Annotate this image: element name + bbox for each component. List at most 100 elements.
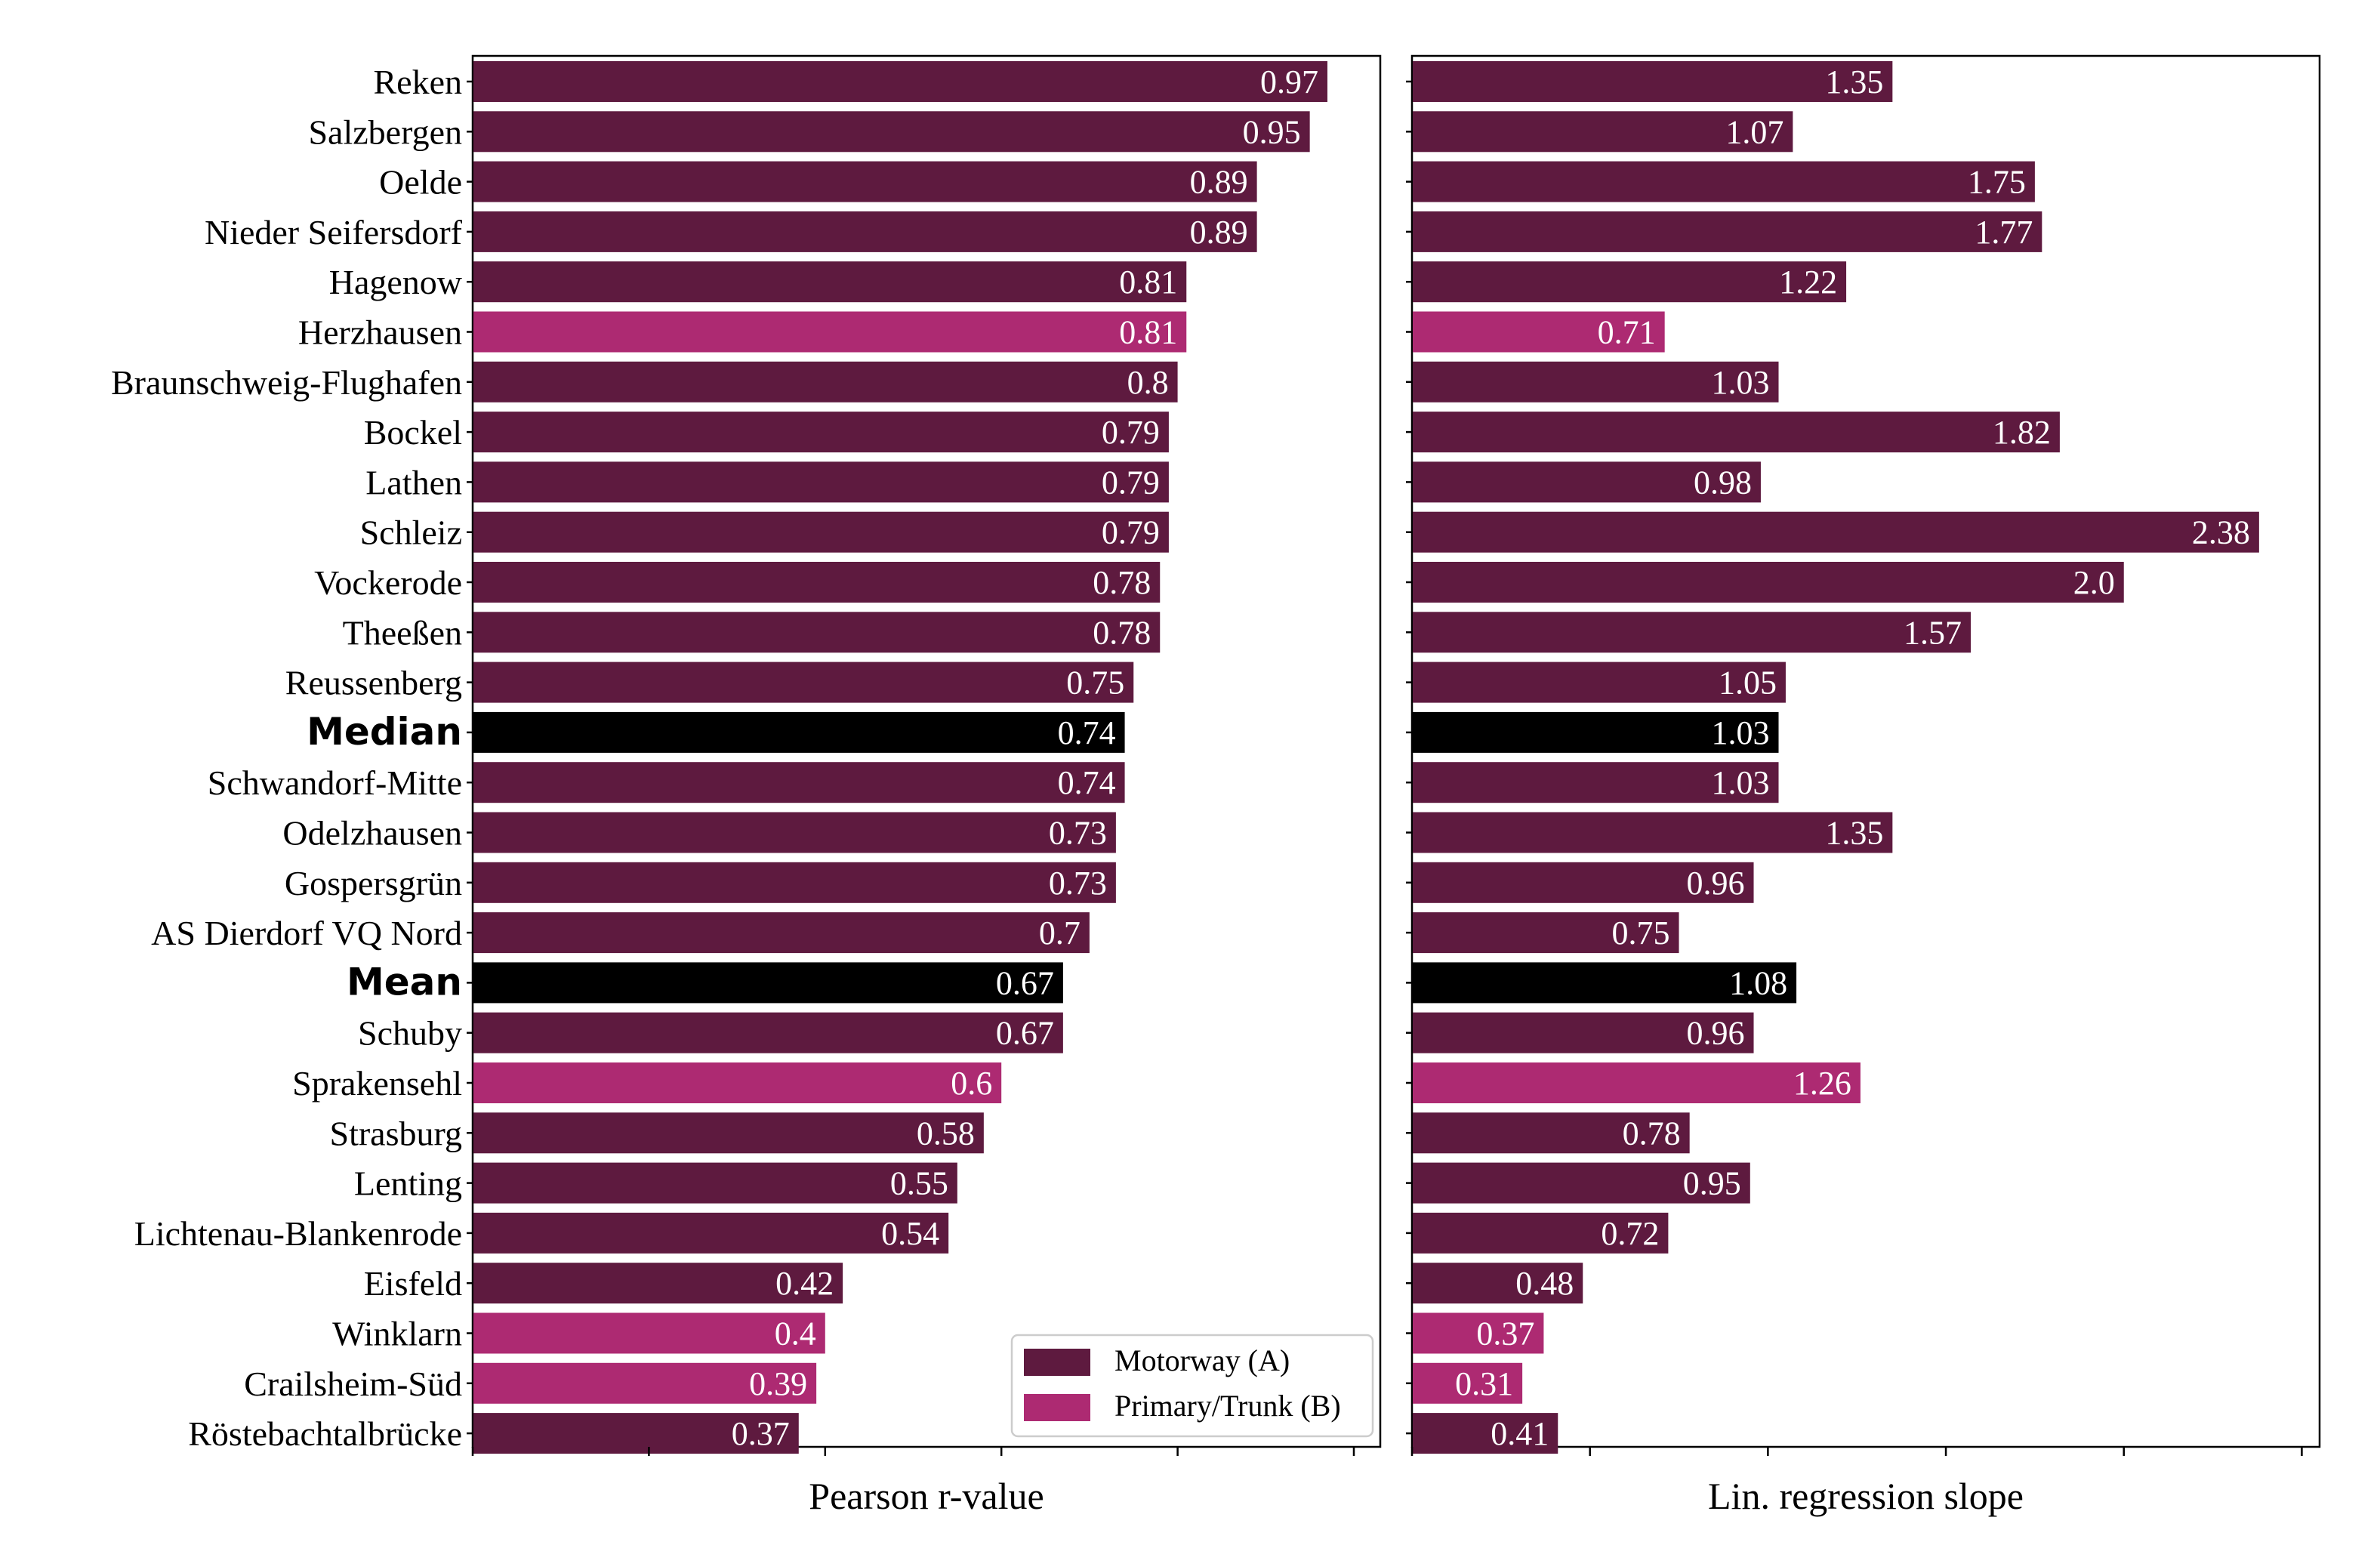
bar-braunschweig-flughafen — [1413, 361, 1779, 402]
bar-schuby — [473, 1012, 1063, 1053]
bar-nieder-seifersdorf — [1413, 211, 2042, 252]
value-label-reken: 1.35 — [1825, 63, 1883, 100]
value-label-salzbergen: 1.07 — [1725, 113, 1783, 150]
category-label-bockel: Bockel — [364, 413, 462, 452]
value-label-hagenow: 0.81 — [1119, 264, 1177, 301]
bar-crailsheim-s-d — [473, 1362, 817, 1404]
category-label-reussenberg: Reussenberg — [285, 664, 462, 702]
bar-eisfeld — [1413, 1263, 1583, 1304]
x-axis-title: Lin. regression slope — [1708, 1475, 2024, 1517]
bar-schwandorf-mitte — [1413, 762, 1779, 803]
value-label-reussenberg: 1.05 — [1719, 665, 1777, 702]
value-label-oelde: 1.75 — [1968, 164, 2026, 201]
category-label-schwandorf-mitte: Schwandorf-Mitte — [208, 763, 462, 802]
plot-frame — [1410, 54, 2321, 1448]
bar-hagenow — [473, 261, 1187, 303]
value-label-lenting: 0.55 — [890, 1165, 948, 1202]
value-label-schuby: 0.96 — [1687, 1015, 1745, 1052]
category-label-odelzhausen: Odelzhausen — [282, 814, 462, 853]
bar-salzbergen — [1413, 111, 1793, 153]
bar-bockel — [1413, 412, 2060, 453]
value-label-herzhausen: 0.81 — [1119, 314, 1177, 351]
bar-gospersgr-n — [473, 862, 1116, 903]
value-label-lathen: 0.79 — [1102, 464, 1160, 501]
value-label-odelzhausen: 1.35 — [1825, 815, 1883, 852]
bar-strasburg — [1413, 1112, 1690, 1154]
bar-lathen — [1413, 461, 1761, 503]
value-label-lenting: 0.95 — [1683, 1165, 1741, 1202]
bar-reussenberg — [473, 662, 1134, 703]
bar-winklarn — [473, 1312, 825, 1354]
category-label-crailsheim-s-d: Crailsheim-Süd — [244, 1365, 462, 1403]
bar-mean — [1413, 962, 1797, 1004]
value-label-sprakensehl: 0.6 — [951, 1065, 992, 1102]
pearson-panel: 0.97 Reken 0.95 Salzbergen 0.89 Oelde 0.89 Nied… — [111, 54, 1382, 1517]
bar-sprakensehl — [1413, 1062, 1861, 1103]
bar-median — [473, 711, 1125, 753]
bar-mean — [473, 962, 1063, 1004]
bar-r-stebachtalbr-cke — [1413, 1413, 1558, 1454]
category-label-strasburg: Strasburg — [330, 1114, 463, 1152]
value-label-salzbergen: 0.95 — [1243, 113, 1301, 150]
bar-thee-en — [1413, 612, 1972, 653]
legend: Motorway (A) Primary/Trunk (B) — [1010, 1334, 1374, 1438]
category-label-as-dierdorf-vq-nord: AS Dierdorf VQ Nord — [151, 914, 462, 952]
value-label-vockerode: 2.0 — [2073, 564, 2115, 601]
value-label-mean: 1.08 — [1729, 964, 1787, 1001]
category-label-lenting: Lenting — [354, 1164, 462, 1203]
category-label-herzhausen: Herzhausen — [298, 313, 462, 352]
bar-eisfeld — [473, 1263, 843, 1304]
value-label-eisfeld: 0.42 — [775, 1265, 834, 1302]
bar-r-stebachtalbr-cke — [473, 1413, 799, 1454]
value-label-eisfeld: 0.48 — [1515, 1265, 1574, 1302]
value-label-nieder-seifersdorf: 0.89 — [1190, 214, 1248, 251]
bar-lenting — [473, 1162, 957, 1204]
category-label-nieder-seifersdorf: Nieder Seifersdorf — [205, 213, 463, 251]
value-label-as-dierdorf-vq-nord: 0.75 — [1612, 914, 1670, 951]
category-label-reken: Reken — [373, 63, 462, 101]
bar-odelzhausen — [1413, 812, 1893, 853]
category-label-salzbergen: Salzbergen — [308, 113, 462, 151]
value-label-crailsheim-s-d: 0.31 — [1455, 1365, 1513, 1402]
category-label-winklarn: Winklarn — [332, 1315, 462, 1353]
bar-lenting — [1413, 1162, 1750, 1204]
legend-label-motorway-a: Motorway (A) — [1114, 1343, 1290, 1377]
value-label-strasburg: 0.78 — [1623, 1115, 1681, 1152]
bar-braunschweig-flughafen — [473, 361, 1178, 402]
value-label-herzhausen: 0.71 — [1598, 314, 1656, 351]
value-label-schuby: 0.67 — [996, 1015, 1054, 1052]
bar-herzhausen — [473, 311, 1187, 353]
value-label-r-stebachtalbr-cke: 0.37 — [732, 1415, 790, 1452]
value-label-lichtenau-blankenrode: 0.54 — [881, 1215, 939, 1252]
bar-bockel — [473, 412, 1169, 453]
plot-frame — [471, 54, 1382, 1448]
category-label-sprakensehl: Sprakensehl — [292, 1064, 462, 1103]
category-label-oelde: Oelde — [379, 163, 462, 202]
bar-schwandorf-mitte — [473, 762, 1125, 803]
bar-salzbergen — [473, 111, 1310, 153]
value-label-crailsheim-s-d: 0.39 — [749, 1365, 807, 1402]
bar-as-dierdorf-vq-nord — [473, 912, 1090, 954]
bar-oelde — [473, 161, 1257, 202]
bar-vockerode — [473, 562, 1161, 603]
bar-thee-en — [473, 612, 1161, 653]
value-label-reken: 0.97 — [1260, 63, 1318, 100]
bar-vockerode — [1413, 562, 2124, 603]
value-label-nieder-seifersdorf: 1.77 — [1975, 214, 2033, 251]
category-label-median: Median — [307, 710, 462, 754]
bar-lathen — [473, 461, 1169, 503]
value-label-gospersgr-n: 0.73 — [1049, 865, 1107, 902]
value-label-gospersgr-n: 0.96 — [1687, 865, 1745, 902]
bar-as-dierdorf-vq-nord — [1413, 912, 1679, 954]
value-label-winklarn: 0.4 — [775, 1315, 816, 1352]
category-label-braunschweig-flughafen: Braunschweig-Flughafen — [111, 363, 462, 402]
bar-schleiz — [1413, 511, 2259, 553]
value-label-reussenberg: 0.75 — [1066, 665, 1124, 702]
bar-gospersgr-n — [1413, 862, 1754, 903]
bar-odelzhausen — [473, 812, 1116, 853]
value-label-thee-en: 0.78 — [1093, 614, 1151, 651]
bar-reken — [473, 61, 1327, 102]
value-label-oelde: 0.89 — [1190, 164, 1248, 201]
value-label-r-stebachtalbr-cke: 0.41 — [1491, 1415, 1549, 1452]
value-label-median: 0.74 — [1058, 714, 1116, 751]
